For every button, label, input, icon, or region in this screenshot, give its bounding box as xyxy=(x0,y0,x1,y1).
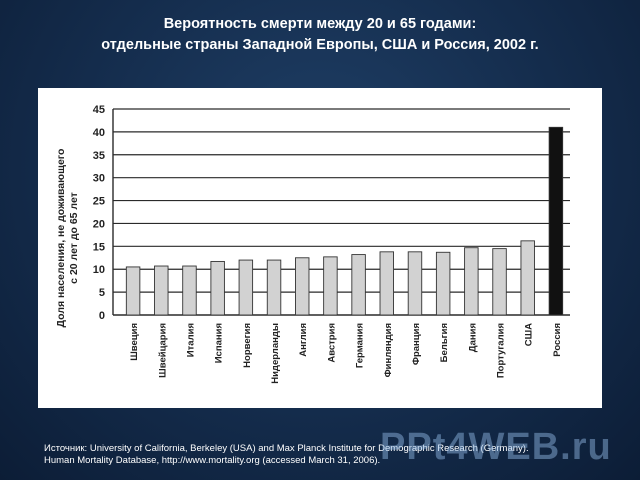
y-axis-label-line-2: с 20 лет до 65 лет xyxy=(68,192,80,284)
bar-1 xyxy=(154,265,169,316)
slide-title-line-2: отдельные страны Западной Европы, США и … xyxy=(101,37,539,53)
x-tick-label: Россия xyxy=(552,323,563,357)
source-note: Источник: University of California, Berk… xyxy=(44,443,604,467)
bar-5 xyxy=(266,259,282,316)
x-tick-label: Финляндия xyxy=(383,323,394,377)
y-axis-label-line-1: Доля населения, не доживающего xyxy=(55,149,67,328)
x-tick-label: Франция xyxy=(411,323,422,365)
x-tick-label: Испания xyxy=(214,323,225,363)
chart-panel: 0 5 10 15 20 25 30 35 40 45 Швеция Швейцария Италия И… xyxy=(38,88,602,408)
bar-11 xyxy=(435,251,451,316)
x-tick-label: Италия xyxy=(185,323,196,357)
bar-9 xyxy=(379,251,394,316)
bar-2 xyxy=(182,265,197,316)
x-tick-label: Португалия xyxy=(496,323,507,378)
y-tick-label: 5 xyxy=(99,287,105,299)
source-line-1: Источник: University of California, Berk… xyxy=(44,443,529,454)
bar-3 xyxy=(210,260,225,316)
bar-0 xyxy=(125,266,141,316)
x-tick-label: Бельгия xyxy=(439,323,450,362)
y-axis-label: Доля населения, не доживающегос 20 лет д… xyxy=(55,149,80,328)
y-tick-label: 15 xyxy=(93,241,105,253)
bar-14 xyxy=(520,240,535,316)
x-tick-label: Нидерланды xyxy=(270,323,281,384)
y-tick-label: 40 xyxy=(93,127,105,139)
x-tick-label: Швеция xyxy=(129,323,140,361)
slide-title-line-1: Вероятность смерти между 20 и 65 годами: xyxy=(163,16,477,32)
bar-13 xyxy=(492,248,507,316)
y-tick-label: 30 xyxy=(93,173,105,185)
slide-title: Вероятность смерти между 20 и 65 годами:… xyxy=(0,14,640,56)
x-tick-label: Англия xyxy=(298,323,309,357)
bar-4 xyxy=(238,259,254,316)
bar-10 xyxy=(407,251,423,316)
bar-6 xyxy=(295,257,310,316)
bar-12 xyxy=(464,247,479,316)
bar-15 xyxy=(548,126,564,316)
y-tick-label: 20 xyxy=(93,218,105,230)
bar-7 xyxy=(323,256,338,316)
x-tick-label: Австрия xyxy=(326,323,337,363)
bar-chart: 0 5 10 15 20 25 30 35 40 45 Швеция Швейцария Италия И… xyxy=(55,104,570,384)
x-tick-label: США xyxy=(524,323,535,346)
y-tick-label: 35 xyxy=(93,150,105,162)
x-tick-label: Норвегия xyxy=(242,323,253,368)
x-tick-label: Швейцария xyxy=(157,323,168,378)
y-tick-label: 25 xyxy=(93,196,105,208)
y-tick-label: 45 xyxy=(93,104,105,116)
source-line-2: Human Mortality Database, http://www.mor… xyxy=(44,455,381,466)
y-tick-label: 0 xyxy=(99,310,105,322)
y-tick-label: 10 xyxy=(93,264,105,276)
watermark-text: PPt4WEB.ru xyxy=(380,426,612,468)
bar-8 xyxy=(351,254,366,316)
x-tick-label: Дания xyxy=(467,323,478,352)
x-tick-label: Германия xyxy=(355,323,366,368)
